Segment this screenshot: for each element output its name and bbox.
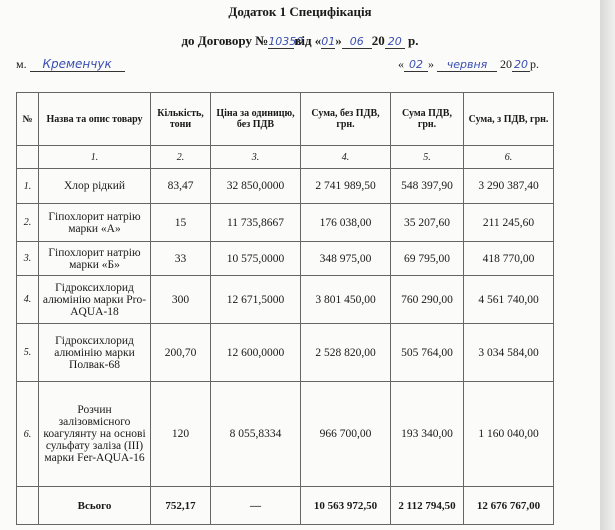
table-cell: 760 290,00 [390, 275, 464, 324]
table-cell: Гіпохлорит натрію марки «А» [38, 203, 151, 242]
table-cell: 69 795,00 [390, 241, 464, 276]
document-title: Додаток 1 Специфікація [228, 4, 372, 19]
contract-number: 10350 [268, 35, 304, 49]
place-prefix: м. [16, 57, 27, 71]
index-cell [16, 145, 39, 169]
contract-from: від « [294, 33, 322, 48]
table-row: 6. Розчин залізовмісного коагулянту на ос… [16, 381, 554, 487]
row-number-cell: 3. [16, 241, 39, 276]
total-cell: 12 676 767,00 [463, 486, 554, 525]
contract-suffix: р. [408, 33, 419, 48]
table-cell: 3 290 387,40 [463, 168, 554, 204]
header-cell: Кількість, тони [150, 92, 211, 146]
table-row: 4. Гідроксихлорид алюмінію марки Pro-AQUA… [16, 275, 554, 324]
table-cell: 3 801 450,00 [300, 275, 391, 324]
total-cell: Всього [38, 486, 151, 525]
total-cell: — [210, 486, 301, 525]
header-cell: Сума, без ПДВ, грн. [300, 92, 391, 146]
total-cell: 752,17 [150, 486, 211, 525]
table-cell: Гідроксихлорид алюмінію марки Полвак-68 [38, 323, 151, 382]
table-cell: 83,47 [150, 168, 211, 204]
date-year-prefix: 20 [500, 57, 512, 71]
date-suffix: р. [530, 57, 539, 71]
table-cell: Розчин залізовмісного коагулянту на осно… [38, 381, 151, 487]
header-cell: Назва та опис товару [38, 92, 151, 146]
table-cell: 548 397,90 [390, 168, 464, 204]
table-cell: 12 671,5000 [210, 275, 301, 324]
index-cell: 3. [210, 145, 301, 169]
total-row: Всього 752,17 — 10 563 972,50 2 112 794,… [16, 486, 554, 525]
contract-line: до Договору №10350від «01» 06 20 20 р. [0, 33, 600, 49]
index-cell: 6. [463, 145, 554, 169]
index-cell: 4. [300, 145, 391, 169]
date-close: » [428, 57, 434, 71]
contract-mid: » [335, 33, 342, 48]
date-open: « [398, 57, 404, 71]
contract-day: 01 [321, 35, 336, 49]
scan-edge [600, 0, 615, 530]
contract-month: 06 [341, 35, 372, 49]
table-cell: 4 561 740,00 [463, 275, 554, 324]
table-cell: Хлор рідкий [38, 168, 151, 204]
header-cell: Ціна за одиницю, без ПДВ [210, 92, 301, 146]
city-name: Кременчук [29, 57, 125, 72]
table-cell: 2 528 820,00 [300, 323, 391, 382]
total-cell [16, 486, 39, 525]
contract-prefix: до Договору № [181, 33, 269, 48]
table-cell: 1 160 040,00 [463, 381, 554, 487]
header-cell: Сума ПДВ, грн. [390, 92, 464, 146]
table-cell: 2 741 989,50 [300, 168, 391, 204]
contract-year: 20 [384, 35, 405, 49]
header-cell: Сума, з ПДВ, грн. [463, 92, 554, 146]
date-month: червня [437, 58, 497, 72]
index-row: 1. 2. 3. 4. 5. 6. [16, 145, 554, 169]
table-cell: 35 207,60 [390, 203, 464, 242]
specification-table: № Назва та опис товару Кількість, тони Ц… [16, 92, 554, 525]
table-cell: 176 038,00 [300, 203, 391, 242]
date-day: 02 [404, 58, 428, 72]
table-cell: Гіпохлорит натрію марки «Б» [38, 241, 151, 276]
table-cell: 8 055,8334 [210, 381, 301, 487]
table-cell: 418 770,00 [463, 241, 554, 276]
table-cell: 200,70 [150, 323, 211, 382]
row-number-cell: 1. [16, 168, 39, 204]
contract-year-prefix: 20 [371, 33, 385, 48]
table-cell: 300 [150, 275, 211, 324]
header-cell: № [16, 92, 39, 146]
row-number-cell: 6. [16, 381, 39, 487]
table-cell: 32 850,0000 [210, 168, 301, 204]
table-row: 5. Гідроксихлорид алюмінію марки Полвак-6… [16, 323, 554, 382]
document-page: Додаток 1 Специфікація до Договору №1035… [0, 4, 600, 525]
total-cell: 2 112 794,50 [390, 486, 464, 525]
total-cell: 10 563 972,50 [300, 486, 391, 525]
table-cell: 193 340,00 [390, 381, 464, 487]
table-row: 2. Гіпохлорит натрію марки «А» 15 11 735,86… [16, 203, 554, 242]
table-cell: 10 575,0000 [210, 241, 301, 276]
table-cell: 120 [150, 381, 211, 487]
row-number-cell: 2. [16, 203, 39, 242]
header-row: № Назва та опис товару Кількість, тони Ц… [16, 92, 554, 146]
table-cell: 3 034 584,00 [463, 323, 554, 382]
table-cell: 15 [150, 203, 211, 242]
date-line: «02» червня 20 20 р. [398, 57, 539, 72]
place-line: м. Кременчук [16, 57, 125, 72]
table-row: 3. Гіпохлорит натрію марки «Б» 33 10 575,00… [16, 241, 554, 276]
date-year: 20 [512, 58, 530, 72]
table-row: 1. Хлор рідкий 83,47 32 850,0000 2 741 989,5… [16, 168, 554, 204]
table-cell: 211 245,60 [463, 203, 554, 242]
table-cell: Гідроксихлорид алюмінію марки Pro-AQUA-1… [38, 275, 151, 324]
row-number-cell: 4. [16, 275, 39, 324]
table-cell: 12 600,0000 [210, 323, 301, 382]
index-cell: 5. [390, 145, 464, 169]
table-cell: 11 735,8667 [210, 203, 301, 242]
index-cell: 2. [150, 145, 211, 169]
table-cell: 505 764,00 [390, 323, 464, 382]
index-cell: 1. [38, 145, 151, 169]
table-cell: 348 975,00 [300, 241, 391, 276]
table-cell: 966 700,00 [300, 381, 391, 487]
table-cell: 33 [150, 241, 211, 276]
row-number-cell: 5. [16, 323, 39, 382]
